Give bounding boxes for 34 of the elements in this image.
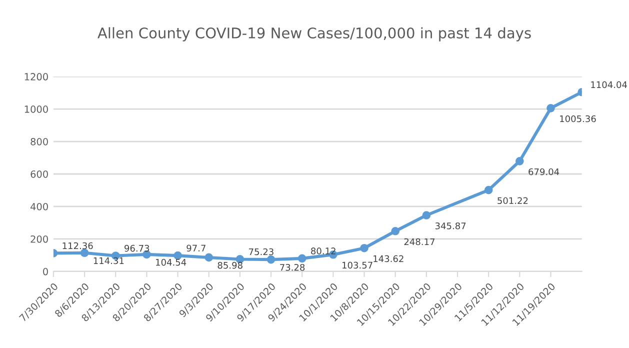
y-tick-label: 400 (30, 202, 48, 210)
data-label: 104.54 (156, 258, 186, 266)
point (516, 156, 524, 166)
data-label: 679.04 (528, 168, 560, 176)
data-label: 75.23 (249, 248, 274, 256)
point (422, 211, 431, 220)
y-tick-label: 200 (30, 235, 48, 243)
data-label: 80.12 (311, 248, 336, 254)
y-tick-label: 600 (30, 170, 48, 178)
y-tick-label: 1000 (24, 106, 48, 113)
data-label: 143.62 (374, 255, 404, 262)
point (360, 244, 368, 252)
data-label: 103.57 (342, 262, 372, 269)
data-label: 501.22 (498, 197, 528, 204)
data-label: 1104.04 (591, 81, 627, 88)
data-label: 345.87 (435, 222, 466, 230)
data-label: 1005.36 (560, 115, 596, 122)
point (546, 104, 555, 112)
data-label: 73.28 (280, 264, 305, 271)
point (391, 226, 400, 236)
data-label: 96.73 (124, 244, 150, 252)
data-label: 85.98 (218, 262, 242, 269)
point (266, 255, 276, 264)
y-tick-label: 800 (30, 138, 48, 146)
y-tick-label: 0 (43, 268, 48, 276)
data-label: 97.7 (186, 244, 206, 252)
data-label: 248.17 (404, 238, 434, 246)
y-tick-label: 1200 (24, 73, 48, 80)
point (484, 186, 493, 194)
chart-title: Allen County COVID-19 New Cases/100,000 in past 14 days (98, 27, 531, 42)
point (298, 254, 306, 263)
data-label: 114.31 (94, 257, 124, 264)
data-label: 112.36 (62, 242, 93, 250)
point (204, 253, 214, 262)
